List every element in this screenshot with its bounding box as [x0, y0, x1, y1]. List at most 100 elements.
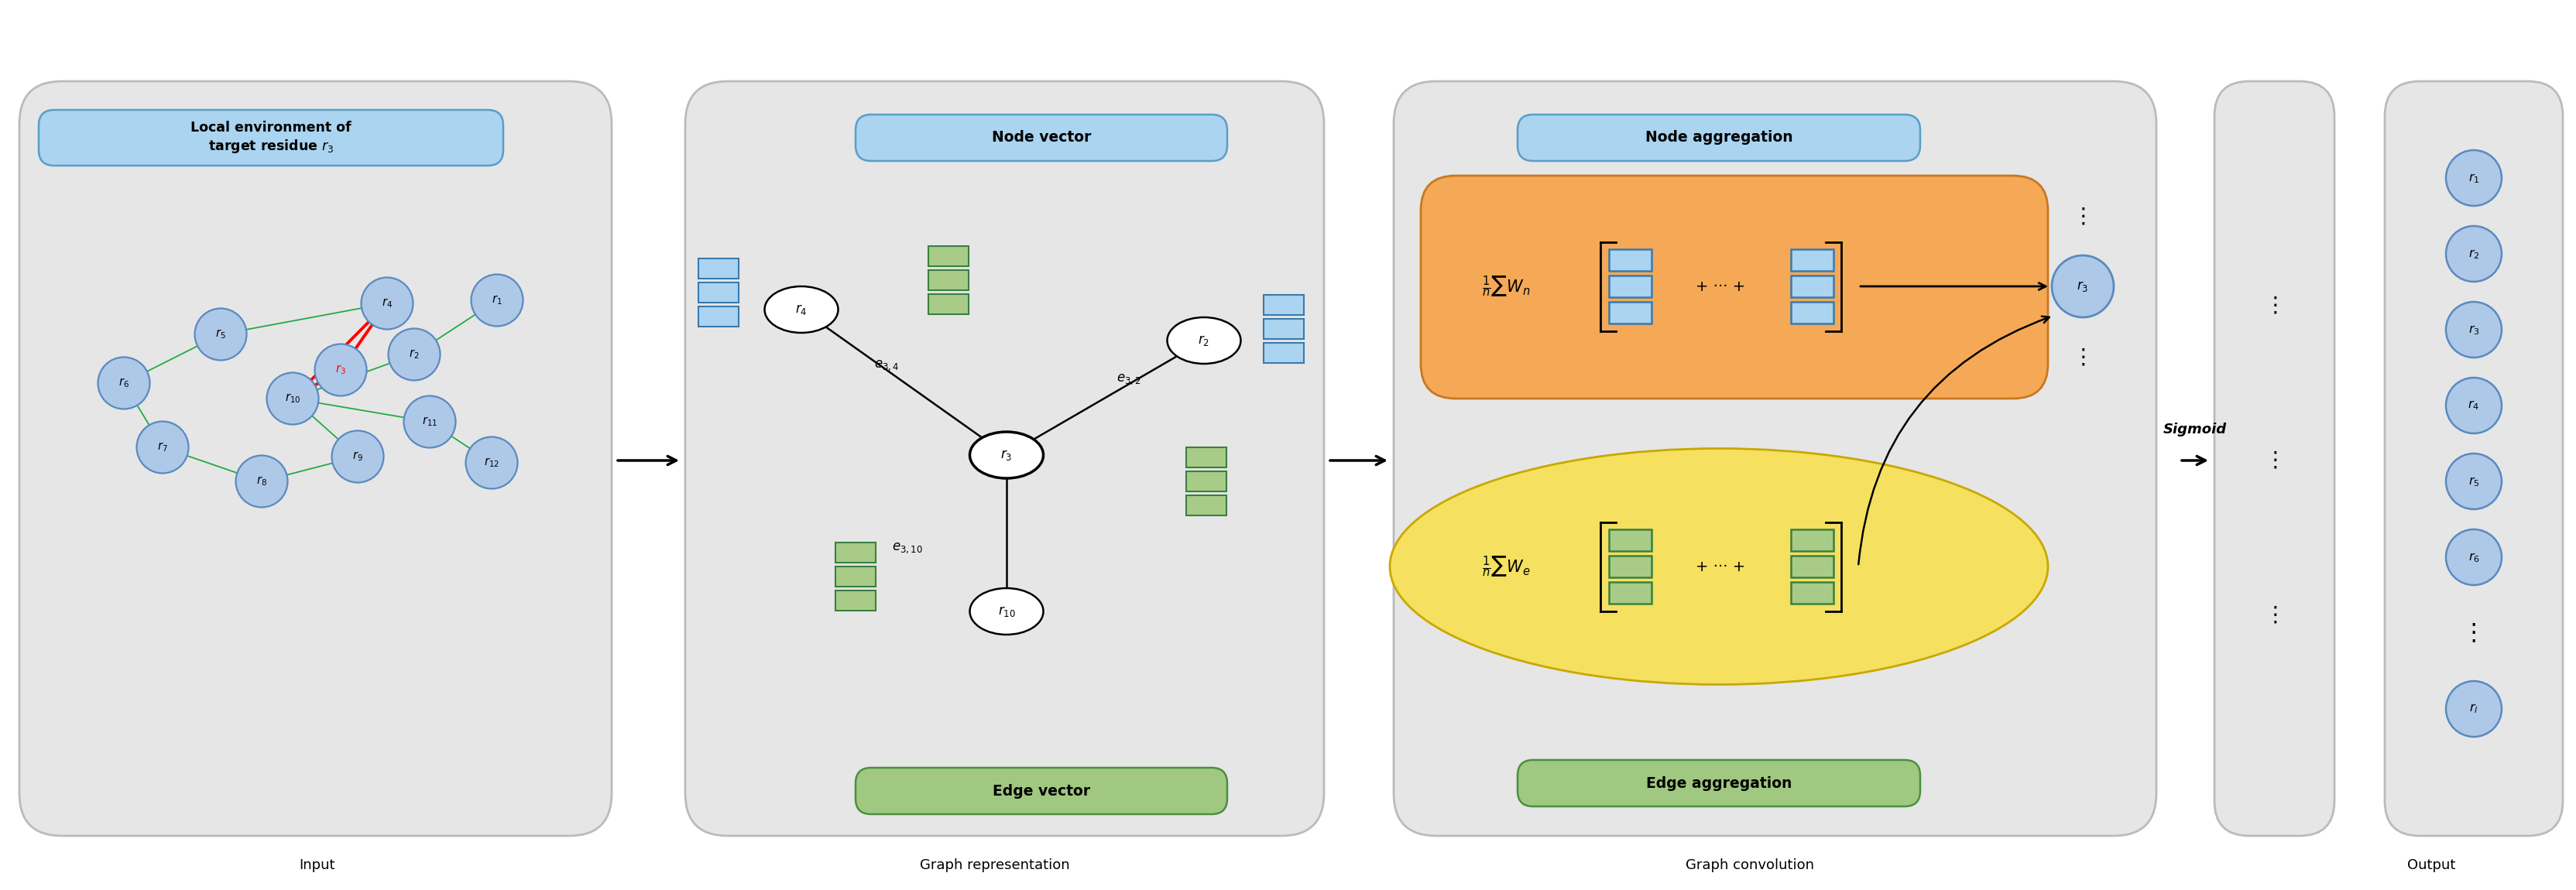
Bar [927, 294, 969, 314]
Text: $r_1$: $r_1$ [2468, 172, 2481, 184]
Bar [1607, 276, 1651, 297]
Text: Sigmoid: Sigmoid [2164, 423, 2226, 436]
Circle shape [471, 274, 523, 327]
Bar [1607, 249, 1651, 271]
Text: $r_4$: $r_4$ [2468, 399, 2481, 412]
FancyBboxPatch shape [1517, 760, 1919, 806]
FancyBboxPatch shape [39, 109, 502, 166]
Ellipse shape [765, 287, 837, 333]
Text: $\frac{1}{n}\sum W_n$: $\frac{1}{n}\sum W_n$ [1481, 274, 1530, 299]
Text: $r_3$: $r_3$ [2076, 279, 2089, 294]
FancyBboxPatch shape [21, 81, 611, 836]
Text: ⋮: ⋮ [2463, 622, 2486, 644]
Text: $\frac{1}{n}\sum W_e$: $\frac{1}{n}\sum W_e$ [1481, 554, 1530, 579]
Text: $r_2$: $r_2$ [2468, 247, 2481, 261]
Text: $r_3$: $r_3$ [2468, 323, 2481, 336]
Bar [1265, 319, 1303, 339]
Text: $e_{3,10}$: $e_{3,10}$ [891, 541, 922, 554]
Bar [1185, 448, 1226, 467]
Text: $r_6$: $r_6$ [2468, 551, 2481, 563]
Text: ⋮: ⋮ [2264, 604, 2285, 626]
Circle shape [237, 456, 289, 507]
Text: Node aggregation: Node aggregation [1646, 131, 1793, 145]
Text: Edge aggregation: Edge aggregation [1646, 776, 1793, 790]
Text: $r_{10}$: $r_{10}$ [286, 392, 301, 405]
Text: $e_{3,4}$: $e_{3,4}$ [873, 359, 899, 372]
Bar [1790, 249, 1834, 271]
Text: $r_l$: $r_l$ [2470, 702, 2478, 716]
Text: $r_{3}$: $r_{3}$ [335, 363, 345, 376]
Circle shape [361, 278, 412, 329]
Bar [698, 258, 739, 279]
Bar [1185, 472, 1226, 491]
Bar [835, 567, 876, 587]
Bar [698, 282, 739, 303]
Text: ⋮: ⋮ [2071, 347, 2094, 368]
Text: $r_{9}$: $r_{9}$ [353, 450, 363, 463]
FancyBboxPatch shape [2385, 81, 2563, 836]
Text: Edge vector: Edge vector [992, 783, 1090, 798]
Text: $r_{1}$: $r_{1}$ [492, 294, 502, 307]
Circle shape [268, 373, 319, 425]
FancyArrowPatch shape [1857, 316, 2050, 564]
Bar [1790, 530, 1834, 551]
Circle shape [466, 437, 518, 489]
Text: + ··· +: + ··· + [1695, 279, 1747, 294]
Text: $r_5$: $r_5$ [2468, 474, 2481, 488]
Text: $r_{8}$: $r_{8}$ [258, 475, 268, 488]
Bar [1790, 555, 1834, 578]
Bar [1265, 295, 1303, 315]
Bar [1185, 496, 1226, 515]
Circle shape [2447, 454, 2501, 509]
Bar [835, 590, 876, 611]
FancyBboxPatch shape [855, 768, 1226, 814]
Circle shape [2447, 150, 2501, 206]
Bar [1265, 343, 1303, 363]
Bar [1607, 555, 1651, 578]
Text: $r_{2}$: $r_{2}$ [1198, 334, 1211, 347]
Ellipse shape [1167, 318, 1242, 364]
Text: $r_{10}$: $r_{10}$ [997, 604, 1015, 619]
Text: ⋮: ⋮ [2071, 206, 2094, 228]
Circle shape [196, 309, 247, 360]
Text: Input: Input [299, 858, 335, 872]
Text: Output: Output [2406, 858, 2455, 872]
Circle shape [332, 431, 384, 482]
Text: $r_{4}$: $r_{4}$ [796, 303, 806, 317]
Bar [927, 247, 969, 266]
Circle shape [314, 344, 366, 396]
Text: Local environment of
target residue $r_3$: Local environment of target residue $r_3… [191, 121, 350, 155]
Circle shape [404, 396, 456, 448]
FancyBboxPatch shape [1422, 175, 2048, 399]
Circle shape [98, 357, 149, 409]
Circle shape [2447, 681, 2501, 737]
Bar [1790, 582, 1834, 603]
Bar [1607, 302, 1651, 323]
Ellipse shape [1391, 449, 2048, 684]
Ellipse shape [969, 588, 1043, 635]
Text: Node vector: Node vector [992, 131, 1092, 145]
Bar [698, 306, 739, 327]
Ellipse shape [969, 432, 1043, 478]
Circle shape [2447, 302, 2501, 358]
Circle shape [2053, 255, 2115, 318]
Bar [1790, 302, 1834, 323]
Text: $e_{3,2}$: $e_{3,2}$ [1115, 372, 1141, 386]
Bar [1607, 582, 1651, 603]
Text: $r_{7}$: $r_{7}$ [157, 441, 167, 454]
Bar [1790, 276, 1834, 297]
FancyBboxPatch shape [2215, 81, 2334, 836]
Circle shape [2447, 226, 2501, 282]
Text: $r_{5}$: $r_{5}$ [216, 328, 227, 341]
Bar [1607, 530, 1651, 551]
Text: Graph representation: Graph representation [920, 858, 1069, 872]
Text: ⋮: ⋮ [2264, 295, 2285, 317]
Circle shape [389, 328, 440, 380]
Text: + ··· +: + ··· + [1695, 559, 1747, 574]
Text: $r_{12}$: $r_{12}$ [484, 457, 500, 469]
Text: $r_{3}$: $r_{3}$ [999, 448, 1012, 462]
FancyBboxPatch shape [1517, 115, 1919, 161]
FancyBboxPatch shape [855, 115, 1226, 161]
Circle shape [2447, 377, 2501, 433]
Text: $r_{11}$: $r_{11}$ [422, 416, 438, 428]
